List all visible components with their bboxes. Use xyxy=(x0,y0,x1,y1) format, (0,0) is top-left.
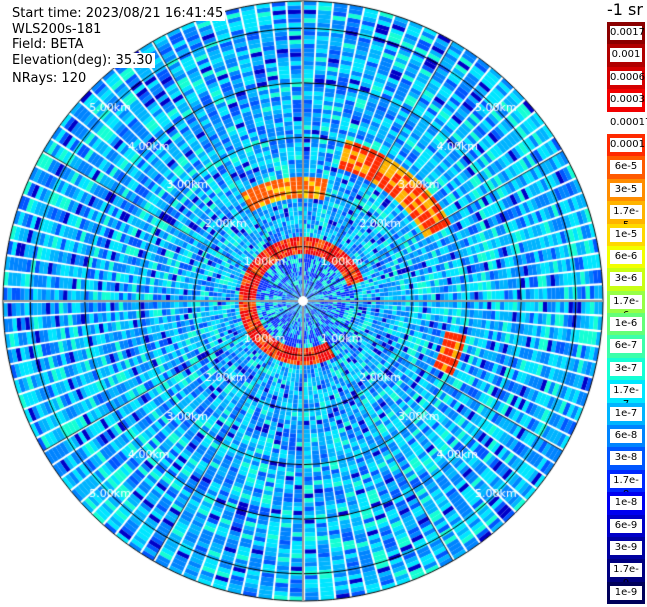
elevation-label: Elevation(deg): 35.30 xyxy=(10,53,155,68)
colorbar-cell: 0.0017 xyxy=(607,22,645,45)
field-label: Field: BETA xyxy=(10,37,86,52)
colorbar-cell: 0.00017 xyxy=(607,111,647,134)
colorbar-cell: 0.0001 xyxy=(607,133,645,157)
colorbar-cell: 3e-5 xyxy=(607,178,645,202)
colorbar-cell: 3e-6 xyxy=(607,268,645,291)
colorbar-tick-label: 1e-8 xyxy=(610,496,642,511)
colorbar-cell: 0.001 xyxy=(607,44,645,67)
colorbar-tick-label: 6e-6 xyxy=(610,249,642,264)
colorbar-cell: 3e-8 xyxy=(607,447,645,470)
colorbar-tick-label: 3e-9 xyxy=(610,540,642,555)
colorbar-tick-label: 1.7e-5 xyxy=(610,205,642,231)
colorbar: 0.0017 0.001 0.0006 0.0003 0.00017 0.0001 6e-5… xyxy=(607,22,647,605)
colorbar-cell: 1e-5 xyxy=(607,223,645,246)
colorbar-tick-label: 0.0001 xyxy=(610,137,645,152)
colorbar-cell: 1.7e-9 xyxy=(607,559,645,589)
colorbar-cell: 3e-7 xyxy=(607,357,645,381)
colorbar-cell: 6e-6 xyxy=(607,245,645,269)
colorbar-cell: 1e-6 xyxy=(607,313,645,336)
colorbar-tick-label: 6e-7 xyxy=(610,339,642,354)
colorbar-cell: 3e-9 xyxy=(607,536,645,560)
colorbar-cell: 0.0003 xyxy=(607,89,645,112)
colorbar-tick-label: 1.7e-9 xyxy=(610,563,642,589)
colorbar-cell: 1.7e-6 xyxy=(607,290,645,321)
colorbar-tick-label: 1e-6 xyxy=(610,317,642,332)
colorbar-tick-label: 0.0003 xyxy=(610,93,645,108)
colorbar-tick-label: 6e-8 xyxy=(610,429,642,444)
colorbar-tick-label: 1e-5 xyxy=(610,227,642,242)
colorbar-tick-label: 1e-9 xyxy=(610,585,642,600)
colorbar-tick-label: 1.7e-8 xyxy=(610,473,642,500)
colorbar-tick-label: 0.001 xyxy=(610,48,642,63)
colorbar-tick-label: 3e-5 xyxy=(610,182,642,197)
colorbar-cell: 1e-7 xyxy=(607,402,645,426)
colorbar-tick-label: 0.0006 xyxy=(610,70,645,85)
colorbar-tick-label: 1.7e-6 xyxy=(610,294,642,321)
colorbar-cell: 1.7e-7 xyxy=(607,380,645,410)
colorbar-cell: 1.7e-8 xyxy=(607,469,645,500)
colorbar-tick-label: 0.0017 xyxy=(610,26,645,40)
colorbar-tick-label: 3e-7 xyxy=(610,361,642,376)
colorbar-tick-label: 3e-6 xyxy=(610,272,642,287)
colorbar-cell: 6e-7 xyxy=(607,335,645,358)
colorbar-cell: 0.0006 xyxy=(607,66,645,90)
colorbar-cell: 1e-8 xyxy=(607,492,645,515)
start-time-label: Start time: 2023/08/21 16:41:45 xyxy=(10,6,226,21)
colorbar-tick-label: 1.7e-7 xyxy=(610,384,642,410)
colorbar-tick-label: 6e-9 xyxy=(610,518,642,533)
colorbar-cell: 1e-9 xyxy=(607,581,645,605)
station-label: WLS200s-181 xyxy=(10,22,104,37)
ppi-plot xyxy=(0,0,607,607)
colorbar-tick-label: 0.00017 xyxy=(610,115,647,130)
colorbar-tick-label: 1e-7 xyxy=(610,406,642,421)
colorbar-cell: 6e-8 xyxy=(607,425,645,448)
colorbar-units-title: -1 sr xyxy=(607,0,643,19)
colorbar-cell: 6e-9 xyxy=(607,514,645,537)
colorbar-tick-label: 6e-5 xyxy=(610,160,642,175)
colorbar-tick-label: 3e-8 xyxy=(610,451,642,466)
colorbar-cell: 6e-5 xyxy=(607,156,645,179)
colorbar-cell: 1.7e-5 xyxy=(607,201,645,231)
nrays-label: NRays: 120 xyxy=(10,71,89,86)
